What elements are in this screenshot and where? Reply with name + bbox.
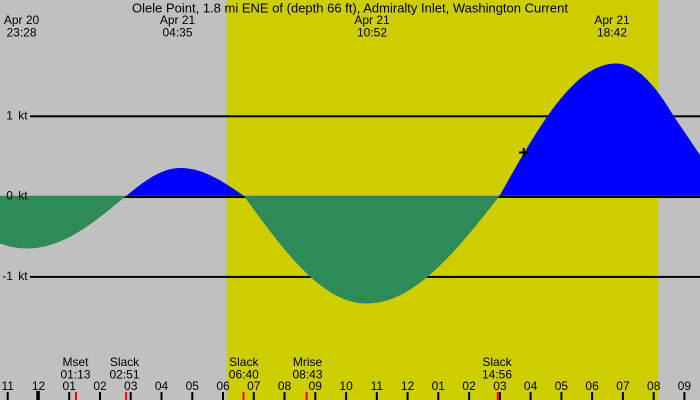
svg-text:12: 12 [32,379,46,393]
svg-text:10: 10 [339,379,353,393]
svg-text:Apr 21: Apr 21 [594,13,630,27]
svg-text:03: 03 [493,379,507,393]
svg-text:04:35: 04:35 [162,26,192,40]
svg-text:04: 04 [155,379,169,393]
svg-text:07: 07 [247,379,261,393]
svg-text:11: 11 [1,379,14,393]
svg-text:23:28: 23:28 [6,26,36,40]
svg-text:07: 07 [616,379,630,393]
svg-text:01: 01 [432,379,446,393]
svg-text:Olele Point, 1.8 mi ENE of (de: Olele Point, 1.8 mi ENE of (depth 66 ft)… [132,1,568,16]
svg-text:Apr 20: Apr 20 [4,13,40,27]
svg-text:Apr 21: Apr 21 [354,13,390,27]
svg-text:04: 04 [524,379,538,393]
svg-text:Slack: Slack [482,355,512,369]
svg-text:06: 06 [216,379,230,393]
svg-text:09: 09 [309,379,323,393]
svg-text:12: 12 [401,379,415,393]
svg-text:Mset: Mset [62,355,89,369]
svg-text:Slack: Slack [110,355,140,369]
svg-text:18:42: 18:42 [597,26,627,40]
svg-text:01:13: 01:13 [60,368,90,382]
svg-text:05: 05 [555,379,569,393]
svg-text:05: 05 [186,379,200,393]
svg-text:02:51: 02:51 [109,368,139,382]
svg-text:-1 kt: -1 kt [2,269,28,283]
svg-text:09: 09 [678,379,692,393]
svg-text:02: 02 [462,379,476,393]
svg-text:03: 03 [124,379,138,393]
svg-text:1 kt: 1 kt [6,108,28,122]
svg-text:10:52: 10:52 [357,26,387,40]
svg-text:01: 01 [63,379,77,393]
svg-text:14:56: 14:56 [482,368,512,382]
svg-text:08: 08 [647,379,661,393]
svg-text:08: 08 [278,379,292,393]
svg-text:02: 02 [93,379,107,393]
svg-text:06: 06 [585,379,599,393]
svg-text:11: 11 [371,379,384,393]
svg-text:Mrise: Mrise [293,355,323,369]
svg-text:0 kt: 0 kt [6,188,28,202]
svg-text:Apr 21: Apr 21 [160,13,196,27]
svg-text:06:40: 06:40 [229,368,259,382]
svg-text:08:43: 08:43 [292,368,322,382]
svg-text:Slack: Slack [229,355,259,369]
